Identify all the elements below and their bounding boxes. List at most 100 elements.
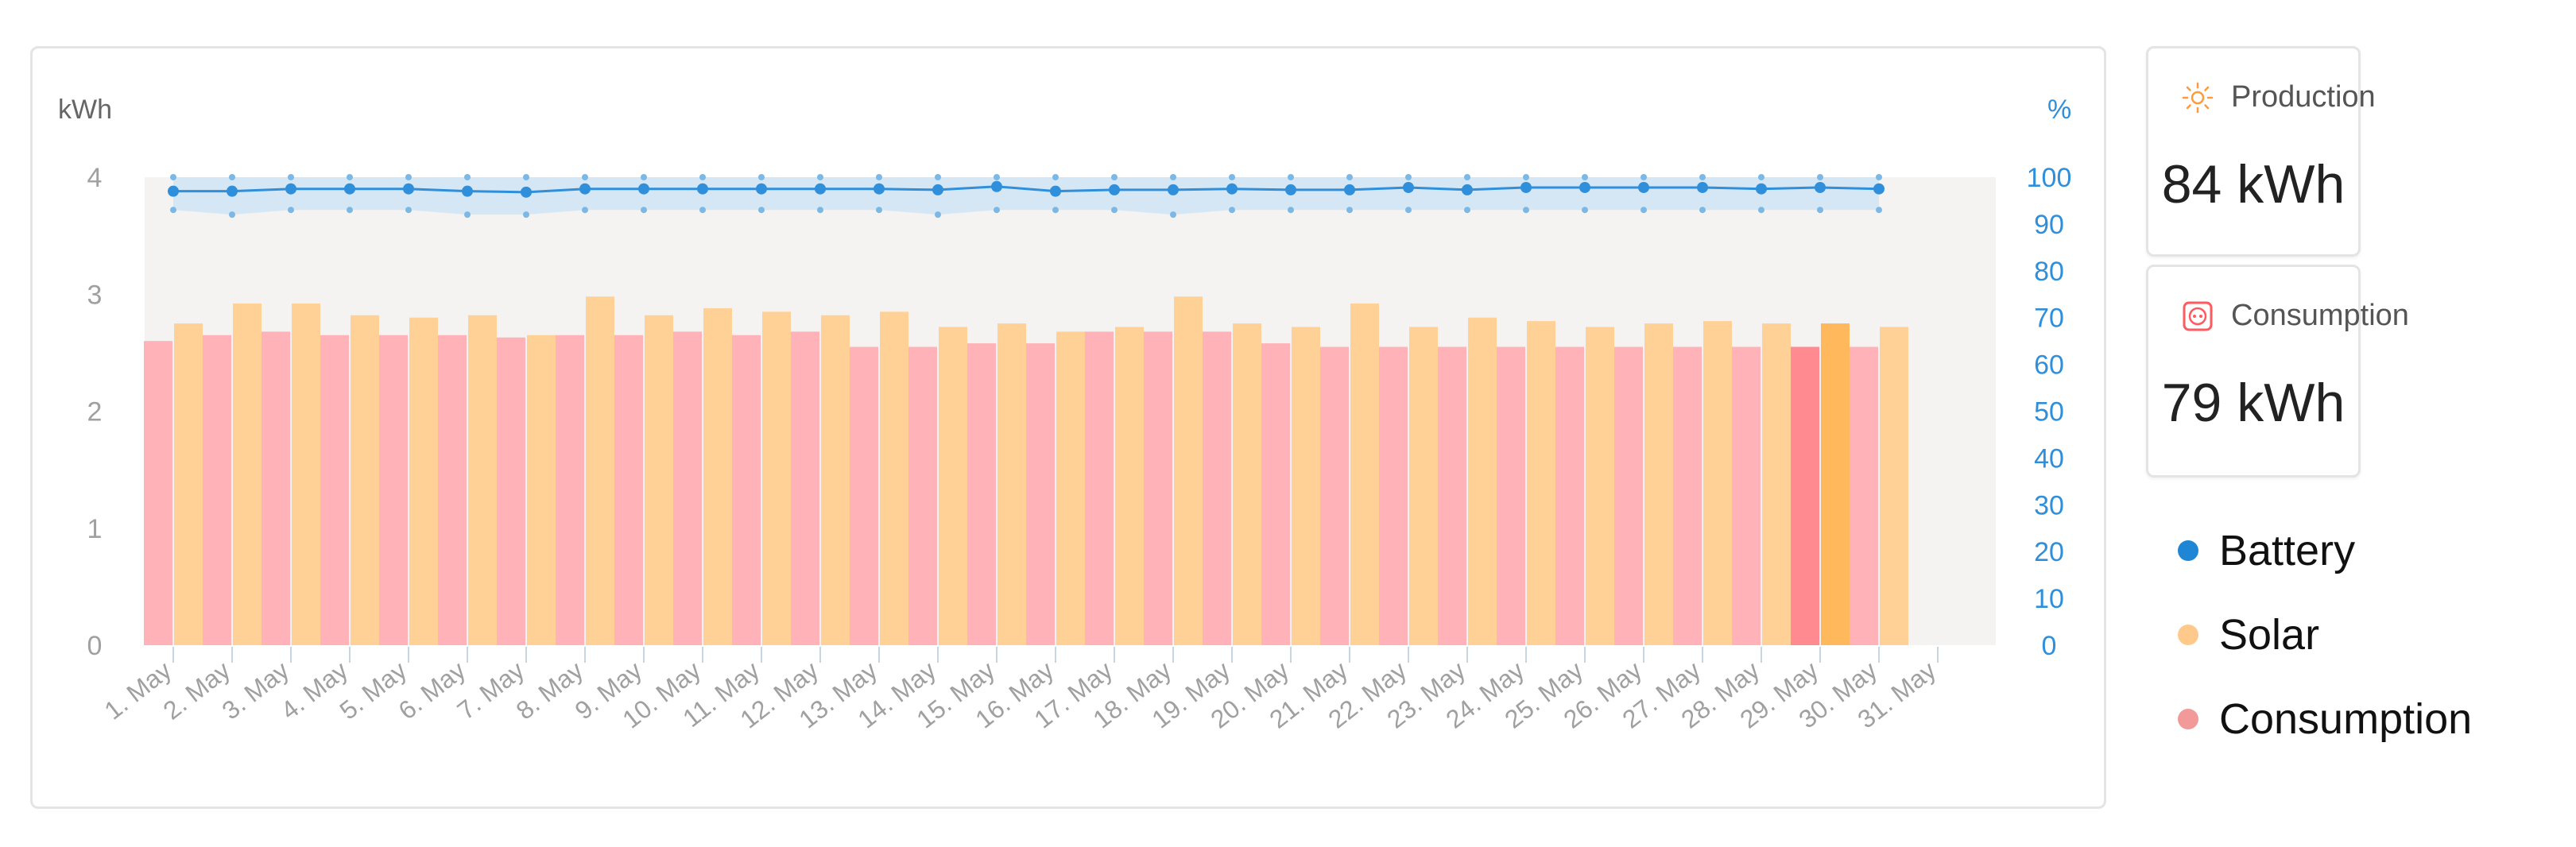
battery-max-point: [523, 174, 529, 180]
legend-item-solar[interactable]: Solar: [2178, 593, 2472, 677]
production-card: Production 84 kWh: [2146, 46, 2376, 257]
battery-point: [697, 183, 708, 195]
battery-point: [991, 180, 1002, 192]
solar-bar: [1821, 323, 1850, 645]
battery-point: [462, 185, 473, 197]
battery-point: [874, 183, 885, 195]
right-axis-unit: %: [2047, 95, 2071, 125]
battery-max-point: [582, 174, 588, 180]
battery-point: [1638, 181, 1649, 193]
legend-label-battery: Battery: [2219, 527, 2356, 574]
battery-max-point: [1699, 174, 1706, 180]
battery-max-point: [699, 174, 706, 180]
consumption-bar: [497, 337, 525, 645]
right-tick-label: 0: [2042, 631, 2057, 661]
solar-bar: [233, 304, 261, 645]
right-tick-label: 40: [2034, 443, 2064, 474]
battery-max-point: [405, 174, 412, 180]
solar-bar: [1762, 323, 1791, 645]
battery-point: [1697, 181, 1708, 193]
battery-max-point: [1405, 174, 1412, 180]
solar-bar: [645, 315, 673, 645]
left-tick-label: 1: [87, 514, 103, 544]
solar-bar: [1880, 327, 1908, 645]
battery-min-point: [1523, 207, 1529, 214]
x-tick-label: 3. May: [216, 656, 294, 725]
sun-icon: [2182, 82, 2214, 113]
battery-point: [815, 183, 826, 195]
x-tick-label: 5. May: [334, 656, 412, 725]
battery-point: [285, 183, 296, 195]
legend-label-solar: Solar: [2219, 611, 2320, 659]
battery-min-point: [1758, 207, 1764, 214]
battery-range-band: [173, 177, 1879, 215]
consumption-value: 79 kWh: [2161, 373, 2346, 433]
battery-min-point: [1111, 207, 1118, 214]
battery-point: [1109, 184, 1120, 195]
battery-max-point: [1288, 174, 1294, 180]
battery-max-point: [1464, 174, 1470, 180]
solar-bar: [1527, 321, 1555, 645]
battery-point: [1050, 185, 1061, 197]
solar-bar: [1350, 304, 1379, 645]
legend-item-consumption[interactable]: Consumption: [2178, 677, 2472, 761]
consumption-bar: [967, 343, 996, 645]
consumption-bar: [144, 341, 172, 645]
right-tick-label: 50: [2034, 397, 2064, 427]
battery-min-point: [1582, 207, 1588, 214]
battery-max-point: [1229, 174, 1235, 180]
x-tick-label: 1. May: [99, 656, 176, 725]
left-tick-label: 3: [87, 280, 103, 310]
plug-icon: [2183, 301, 2213, 331]
consumption-bar: [673, 331, 702, 645]
consumption-bar: [320, 335, 349, 645]
solar-bar: [468, 315, 497, 645]
battery-point: [1344, 184, 1355, 195]
consumption-bar: [1497, 346, 1525, 645]
consumption-bar: [850, 346, 878, 645]
solar-bar: [997, 323, 1026, 645]
consumption-bar: [1085, 331, 1114, 645]
battery-min-point: [170, 207, 176, 214]
left-tick-label: 0: [87, 631, 103, 661]
battery-min-point: [288, 207, 294, 214]
battery-min-point: [994, 207, 1000, 214]
right-tick-label: 100: [2027, 163, 2072, 193]
battery-min-point: [1817, 207, 1823, 214]
battery-legend-dot: [2178, 540, 2198, 561]
battery-min-point: [405, 207, 412, 214]
solar-bar: [1292, 327, 1320, 645]
left-axis-unit: kWh: [58, 95, 112, 125]
battery-max-point: [229, 174, 235, 180]
battery-min-point: [1229, 207, 1235, 214]
battery-max-point: [464, 174, 471, 180]
consumption-bar: [1438, 346, 1466, 645]
right-tick-label: 70: [2034, 304, 2064, 334]
right-tick-label: 10: [2034, 584, 2064, 614]
battery-min-point: [1052, 207, 1059, 214]
x-tick-label: 6. May: [393, 656, 471, 725]
solar-bar: [703, 307, 732, 645]
solar-bar: [762, 311, 791, 645]
battery-point: [1756, 183, 1767, 195]
battery-max-point: [1170, 174, 1176, 180]
x-tick-label: 8. May: [510, 656, 588, 725]
consumption-card: Consumption 79 kWh: [2146, 265, 2409, 478]
legend-item-battery[interactable]: Battery: [2178, 509, 2472, 593]
solar-bar: [1174, 296, 1203, 645]
solar-bar: [939, 327, 967, 645]
battery-max-point: [288, 174, 294, 180]
left-tick-label: 4: [87, 163, 103, 193]
consumption-label: Consumption: [2231, 299, 2409, 332]
battery-min-point: [1288, 207, 1294, 214]
battery-max-point: [347, 174, 353, 180]
consumption-bar: [1791, 346, 1819, 645]
battery-min-point: [347, 207, 353, 214]
battery-min-point: [699, 207, 706, 214]
chart-legend: Battery Solar Consumption: [2178, 509, 2472, 761]
consumption-bar: [1203, 331, 1231, 645]
solar-bar: [1644, 323, 1673, 645]
battery-point: [1226, 183, 1238, 195]
consumption-bar: [1144, 331, 1172, 645]
x-tick-label: 4. May: [275, 656, 353, 725]
